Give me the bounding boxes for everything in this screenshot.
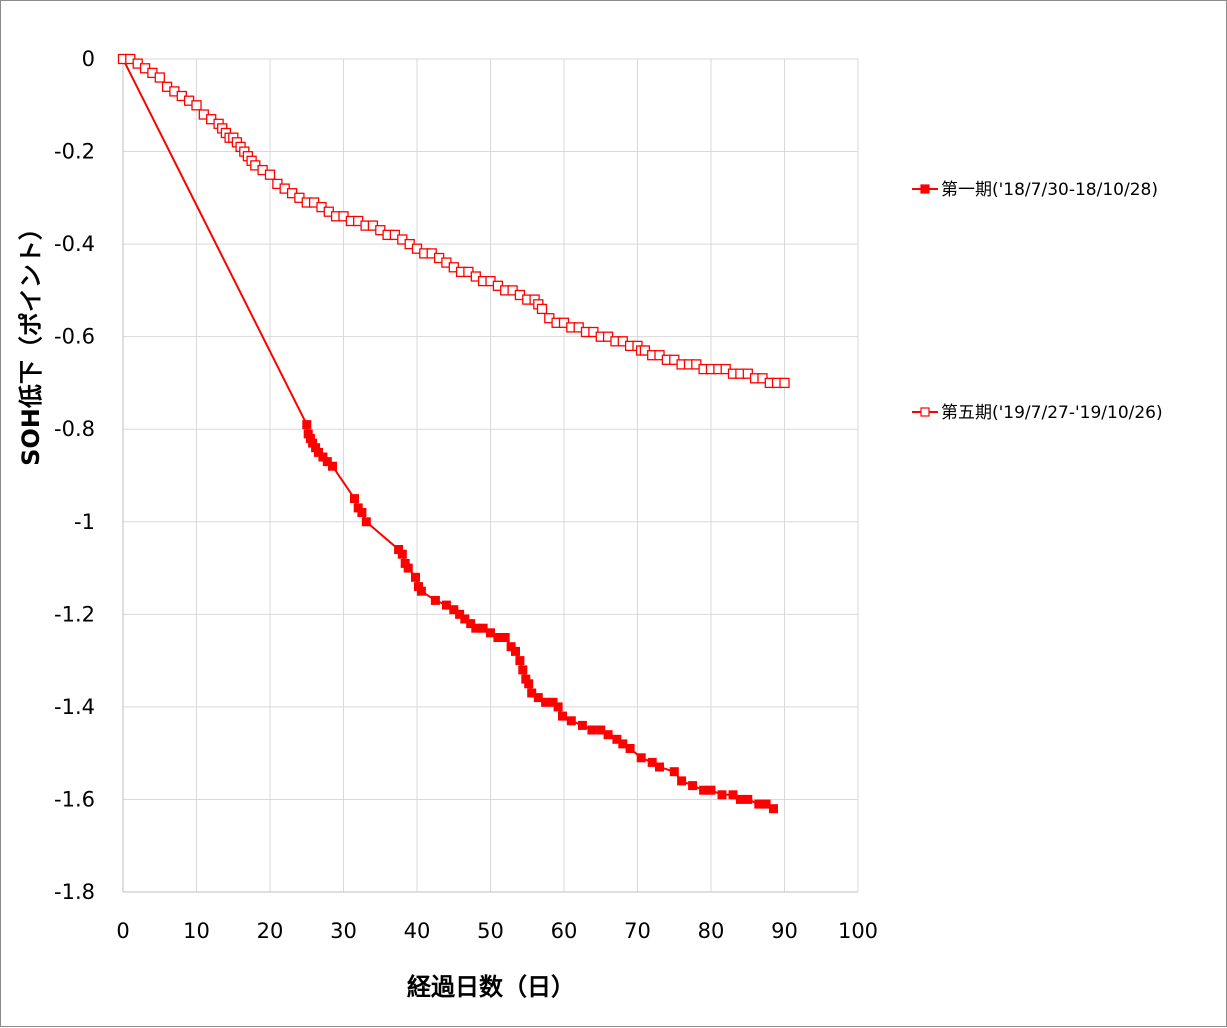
x-tick-label: 100 (838, 919, 878, 943)
data-point (761, 799, 771, 809)
data-point (647, 757, 657, 767)
axes (122, 59, 858, 893)
data-point (688, 781, 698, 791)
y-tick-label: 0 (82, 47, 95, 71)
data-point (357, 508, 367, 517)
data-point (524, 679, 534, 689)
data-point (486, 628, 495, 638)
data-point (603, 730, 613, 740)
data-point (533, 693, 543, 703)
data-point (154, 72, 165, 83)
y-tick-label: -1.8 (54, 880, 95, 904)
data-point (548, 697, 558, 707)
y-tick-label: -0.6 (54, 325, 95, 349)
x-tick-label: 20 (257, 919, 284, 943)
x-tick-label: 10 (183, 919, 210, 943)
x-tick-label: 60 (551, 919, 578, 943)
y-tick-label: -0.4 (54, 232, 95, 256)
series-1 (118, 54, 778, 814)
data-point (466, 619, 476, 629)
data-point (493, 633, 503, 642)
x-tick-label: 50 (477, 919, 504, 943)
legend-label: 第一期('18/7/30-18/10/28) (941, 180, 1158, 200)
legend-entry-2: 第五期('19/7/27-'19/10/26) (912, 403, 1163, 423)
data-point (449, 605, 459, 615)
data-point (361, 517, 371, 527)
legend: 第一期('18/7/30-18/10/28) 第五期('19/7/27-'19/1… (912, 180, 1163, 423)
data-point (728, 790, 738, 800)
x-tick-label: 70 (624, 919, 651, 943)
data-point (350, 494, 359, 504)
data-point (669, 767, 679, 777)
x-tick-label: 80 (698, 919, 725, 943)
series-2 (117, 53, 790, 389)
data-point (655, 762, 664, 772)
plot-series (117, 53, 790, 814)
data-point (636, 753, 646, 763)
data-point (566, 716, 576, 726)
x-tick-label: 90 (771, 919, 798, 943)
data-point (677, 776, 687, 786)
data-point (460, 614, 470, 624)
data-point (397, 549, 407, 559)
data-point (430, 595, 440, 605)
data-point (264, 169, 276, 180)
data-point (699, 785, 709, 795)
y-tick-label: -0.8 (54, 417, 95, 441)
data-point (558, 711, 567, 721)
data-point (322, 457, 332, 467)
data-point (478, 623, 488, 633)
data-point (455, 609, 465, 619)
x-tick-label: 30 (330, 919, 357, 943)
data-point (527, 688, 537, 698)
data-point (416, 586, 426, 596)
data-point (441, 600, 451, 610)
data-point (587, 725, 597, 735)
data-point (625, 744, 635, 753)
y-tick-label: -1.4 (54, 695, 95, 719)
x-axis-title: 経過日数（日） (407, 973, 575, 1001)
data-point (612, 734, 622, 744)
series-line (123, 58, 785, 384)
data-point (779, 377, 790, 389)
data-point (577, 720, 587, 730)
data-point (743, 794, 753, 804)
data-point (717, 790, 727, 800)
data-point (769, 804, 778, 814)
legend-marker (920, 407, 930, 417)
data-point (536, 303, 548, 315)
legend-label: 第五期('19/7/27-'19/10/26) (941, 403, 1163, 423)
data-point (706, 785, 716, 795)
data-point (403, 563, 413, 573)
data-point (191, 100, 202, 111)
data-point (411, 572, 420, 582)
data-point (735, 794, 745, 804)
series-line (122, 58, 775, 810)
data-point (500, 633, 510, 642)
data-point (471, 623, 481, 633)
legend-entry-1: 第一期('18/7/30-18/10/28) (912, 180, 1158, 200)
y-tick-label: -1.2 (54, 602, 95, 626)
data-point (553, 702, 563, 712)
y-tick-label: -1 (74, 510, 95, 534)
data-point (511, 646, 520, 656)
data-point (618, 739, 628, 749)
data-point (328, 461, 337, 471)
x-tick-label: 0 (116, 919, 129, 943)
gridlines (122, 58, 859, 893)
x-tick-label: 40 (404, 919, 431, 943)
y-axis-title: SOH低下（ポイント） (17, 216, 45, 466)
legend-marker (920, 184, 930, 194)
y-tick-label: -1.6 (54, 787, 95, 811)
data-point (515, 656, 525, 666)
x-tick-labels: 0 10 20 30 40 50 60 70 80 90 100 (116, 919, 878, 943)
data-point (541, 697, 551, 707)
y-tick-label: -0.2 (54, 140, 95, 164)
data-point (302, 420, 312, 430)
data-point (596, 725, 606, 735)
data-point (518, 665, 528, 675)
y-tick-labels: 0 -0.2 -0.4 -0.6 -0.8 -1 -1.2 -1.4 -1.6 -1.8 (54, 47, 95, 904)
